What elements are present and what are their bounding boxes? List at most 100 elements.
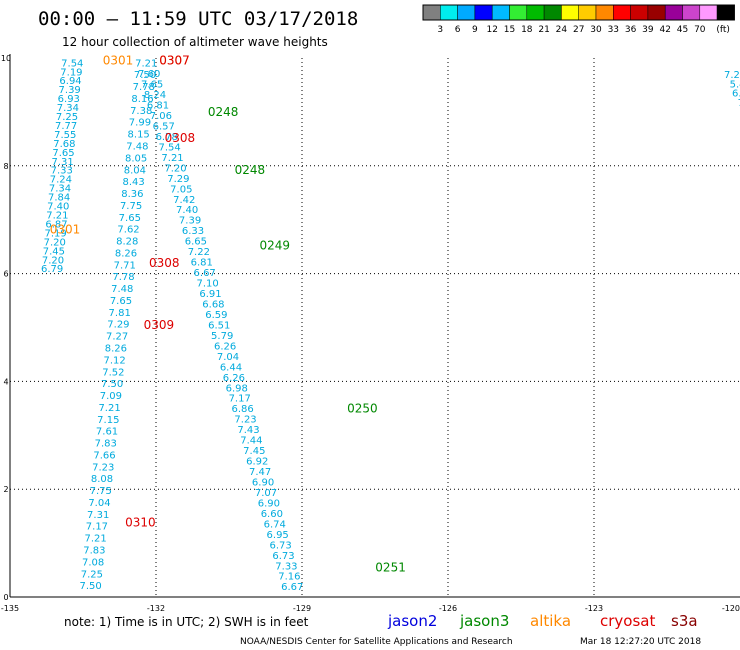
swh-value-label: 6.26 (223, 373, 245, 384)
swh-value-label: 7.24 (50, 175, 72, 186)
color-scale-label: 45 (677, 25, 688, 35)
swh-value-label: 7.50 (134, 70, 156, 81)
swh-value-label: 6.94 (59, 76, 81, 87)
swh-value-label: 7.06 (150, 111, 172, 122)
pass-number-label: 0310 (125, 516, 156, 530)
swh-value-label: 7.05 (170, 184, 192, 195)
color-scale-label: 39 (642, 25, 654, 35)
swh-value-label: 7.20 (164, 163, 186, 174)
swh-value-label: 7.65 (119, 213, 141, 224)
color-scale-swatch (543, 4, 562, 21)
swh-value-label: 7.65 (52, 148, 74, 159)
color-scale-swatch (595, 4, 614, 21)
swh-value-label: 7.78 (133, 82, 155, 93)
swh-value-label: 8.15 (128, 130, 150, 141)
y-tick-label: 8 (3, 162, 8, 171)
pass-number-label: 0301 (50, 222, 81, 236)
y-tick-label: 0 (3, 593, 8, 602)
swh-value-label: 8.04 (124, 165, 146, 176)
swh-value-label: 7.19 (45, 228, 67, 239)
swh-value-label: 7.21 (135, 58, 157, 69)
swh-value-label: 7.43 (237, 425, 259, 436)
swh-value-label: 6.59 (205, 310, 227, 321)
swh-value-label: 7.07 (255, 488, 277, 499)
swh-value-label: 6.90 (258, 498, 280, 509)
swh-value-label: 7.10 (196, 279, 218, 290)
swh-value-label: 7.17 (86, 522, 108, 533)
pass-number-label: 0248 (235, 163, 266, 177)
pass-number-label: 0301 (103, 54, 134, 68)
color-scale-swatch (716, 4, 735, 21)
swh-value-label: 7.19 (60, 67, 82, 78)
swh-value-label: 7.54 (158, 142, 180, 153)
color-scale-swatch (647, 4, 666, 21)
swh-value-label: 7.29 (724, 70, 740, 81)
swh-value-label: 6.73 (272, 551, 294, 562)
legend-entry: altika (530, 612, 571, 630)
x-tick-label: -120 (722, 604, 740, 613)
swh-value-label: 7.34 (57, 103, 79, 114)
swh-value-label: 6.78 (156, 132, 178, 143)
swh-value-label: 7.50 (79, 581, 101, 592)
color-scale-label: 42 (659, 25, 670, 35)
swh-value-label: 6.87 (45, 219, 67, 230)
swh-value-label: 7.12 (104, 355, 126, 366)
color-scale-swatch (613, 4, 631, 21)
color-scale-swatch (491, 4, 510, 21)
swh-value-label: 7.31 (87, 510, 109, 521)
legend-entry: jason2 (387, 612, 437, 630)
swh-value-label: 7.83 (95, 439, 117, 450)
swh-value-label: 7.62 (117, 225, 139, 236)
swh-value-label: 6.51 (208, 320, 230, 331)
swh-value-label: 7.39 (179, 216, 201, 227)
swh-value-label: 7.25 (81, 569, 103, 580)
swh-value-label: 6.57 (153, 121, 175, 132)
swh-value-label: 7.17 (229, 394, 251, 405)
color-scale-swatch (630, 4, 649, 21)
swh-value-label: 7.47 (249, 467, 271, 478)
swh-value-label: 7.23 (92, 462, 114, 473)
color-scale-swatch (526, 4, 545, 21)
swh-value-label: 7.65 (141, 80, 163, 91)
pass-number-label: 0308 (149, 256, 180, 270)
swh-value-label: 7.75 (120, 201, 142, 212)
swh-value-label: 7.33 (51, 166, 73, 177)
color-scale-swatch (509, 4, 528, 21)
color-scale-swatch (664, 4, 683, 21)
timestamp-text: Mar 18 12:27:20 UTC 2018 (580, 637, 701, 647)
swh-value-label: 6.79 (41, 264, 63, 275)
swh-value-label: 6.73 (269, 540, 291, 551)
y-tick-label: 2 (3, 485, 8, 494)
x-tick-label: -129 (293, 604, 311, 613)
legend-entry: jason3 (459, 612, 509, 630)
swh-value-label: 6.91 (199, 289, 221, 300)
swh-value-label: 5.79 (211, 331, 233, 342)
swh-value-label: 7.83 (83, 545, 105, 556)
color-scale-label: 36 (625, 25, 637, 35)
color-scale-label: 15 (504, 25, 515, 35)
legend-entry: s3a (671, 612, 698, 630)
swh-value-label: 6.65 (185, 237, 207, 248)
swh-value-label: 7.65 (110, 296, 132, 307)
swh-value-label: 7.77 (55, 121, 77, 132)
swh-value-label: 7.45 (243, 446, 265, 457)
swh-value-label: 8.08 (91, 474, 113, 485)
swh-value-label: 7.71 (114, 260, 136, 271)
swh-value-label: 7.75 (90, 486, 112, 497)
swh-value-label: 7.21 (98, 403, 120, 414)
swh-value-label: 7.38 (130, 106, 152, 117)
swh-value-label: 7.40 (47, 202, 69, 213)
swh-value-label: 8.36 (121, 189, 143, 200)
color-scale-label: 18 (521, 25, 533, 35)
color-scale-label: 3 (437, 25, 443, 35)
color-scale-border (422, 4, 735, 21)
color-scale-label: 24 (556, 25, 568, 35)
x-tick-label: -132 (147, 604, 165, 613)
swh-value-label: 6.60 (261, 509, 283, 520)
swh-value-label: 7.15 (97, 415, 119, 426)
swh-value-label: 7.33 (275, 561, 297, 572)
swh-value-label: 6.86 (231, 404, 253, 415)
color-scale-label: 27 (573, 25, 584, 35)
swh-value-label: 8.28 (116, 237, 138, 248)
